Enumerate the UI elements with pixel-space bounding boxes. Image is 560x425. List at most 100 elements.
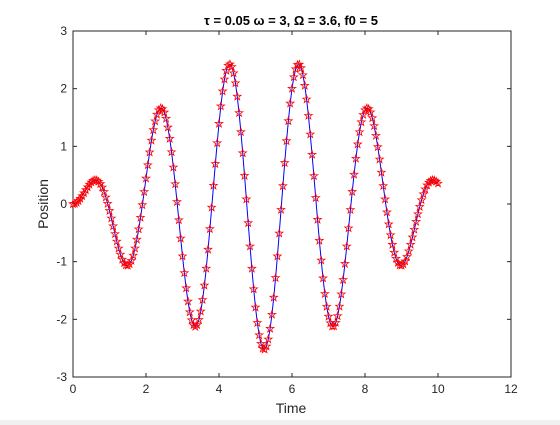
star-marker bbox=[104, 205, 115, 216]
star-marker bbox=[374, 154, 385, 164]
star-marker bbox=[175, 233, 186, 243]
star-marker bbox=[365, 107, 376, 117]
star-marker bbox=[130, 243, 141, 253]
star-marker bbox=[214, 118, 224, 128]
star-marker bbox=[285, 98, 296, 108]
x-tick-label: 4 bbox=[216, 382, 223, 396]
series-layer bbox=[68, 59, 443, 354]
star-marker bbox=[73, 195, 84, 206]
star-marker bbox=[370, 130, 381, 140]
star-marker bbox=[391, 253, 401, 263]
star-marker bbox=[330, 317, 341, 327]
star-marker bbox=[283, 115, 294, 126]
star-marker bbox=[277, 180, 288, 191]
star-marker bbox=[153, 104, 164, 115]
star-marker bbox=[367, 112, 378, 123]
star-marker bbox=[208, 180, 219, 190]
star-marker bbox=[95, 178, 106, 189]
star-marker bbox=[409, 224, 420, 234]
star-marker bbox=[412, 208, 423, 219]
star-marker bbox=[261, 341, 272, 351]
star-marker bbox=[343, 222, 354, 233]
star-marker bbox=[256, 338, 266, 348]
star-marker bbox=[186, 314, 197, 325]
star-marker bbox=[239, 170, 250, 180]
star-marker bbox=[372, 141, 383, 152]
star-marker bbox=[131, 234, 142, 244]
star-marker bbox=[221, 65, 232, 75]
star-marker bbox=[270, 272, 281, 283]
star-marker bbox=[301, 94, 312, 104]
star-marker bbox=[128, 250, 139, 260]
y-axis-label: Position bbox=[35, 179, 51, 229]
x-tick-label: 0 bbox=[70, 382, 77, 396]
star-marker bbox=[150, 116, 161, 126]
star-marker bbox=[363, 103, 374, 114]
star-marker bbox=[407, 232, 418, 242]
star-marker bbox=[146, 135, 157, 145]
star-marker bbox=[358, 109, 369, 120]
star-marker bbox=[173, 214, 184, 225]
star-marker bbox=[172, 196, 182, 207]
star-marker bbox=[279, 157, 290, 168]
star-marker bbox=[245, 241, 255, 251]
star-marker bbox=[234, 107, 245, 118]
star-marker bbox=[126, 255, 137, 265]
chart-title: τ = 0.05 ω = 3, Ω = 3.6, f0 = 5 bbox=[204, 13, 378, 28]
star-marker bbox=[411, 216, 422, 226]
star-marker bbox=[307, 149, 318, 159]
x-tick-label: 12 bbox=[504, 382, 518, 396]
star-marker bbox=[416, 194, 427, 205]
star-marker bbox=[433, 178, 443, 188]
star-marker bbox=[274, 228, 285, 238]
star-marker bbox=[312, 214, 323, 224]
star-marker bbox=[314, 235, 325, 245]
star-marker bbox=[347, 186, 358, 197]
y-tick-label: 1 bbox=[60, 139, 67, 153]
y-tick-label: 2 bbox=[60, 82, 67, 96]
y-axis-ticks: -3 -2 -1 0 1 2 3 bbox=[56, 24, 511, 384]
star-marker bbox=[115, 249, 126, 259]
star-marker bbox=[339, 258, 350, 268]
star-marker bbox=[193, 314, 204, 325]
star-marker bbox=[137, 199, 148, 210]
star-marker bbox=[431, 176, 442, 186]
star-marker bbox=[378, 180, 389, 191]
star-marker bbox=[383, 219, 394, 229]
star-marker bbox=[336, 289, 347, 299]
star-marker bbox=[157, 103, 168, 114]
star-marker bbox=[199, 280, 210, 290]
star-marker bbox=[217, 86, 228, 96]
star-marker bbox=[162, 122, 173, 132]
star-marker bbox=[385, 229, 396, 240]
star-marker bbox=[210, 158, 221, 169]
star-marker bbox=[305, 129, 316, 139]
star-marker bbox=[133, 223, 144, 234]
star-marker bbox=[151, 109, 162, 119]
star-marker bbox=[179, 267, 190, 278]
star-marker bbox=[228, 67, 239, 78]
star-marker bbox=[203, 244, 214, 254]
star-marker bbox=[318, 273, 328, 283]
star-marker bbox=[272, 251, 283, 261]
star-marker bbox=[287, 83, 297, 93]
star-marker bbox=[78, 187, 89, 198]
star-marker bbox=[350, 153, 361, 163]
star-marker bbox=[102, 198, 113, 208]
star-marker bbox=[248, 283, 259, 294]
star-marker bbox=[250, 302, 261, 312]
star-marker bbox=[192, 319, 203, 330]
star-marker bbox=[319, 288, 330, 299]
star-marker bbox=[281, 135, 292, 146]
star-marker bbox=[100, 192, 111, 202]
star-marker bbox=[360, 104, 370, 115]
x-tick-label: 2 bbox=[143, 382, 150, 396]
star-marker bbox=[398, 259, 409, 269]
y-tick-label: -1 bbox=[56, 255, 67, 269]
x-axis-ticks: 0 2 4 6 8 10 12 bbox=[70, 31, 518, 396]
star-marker bbox=[369, 120, 380, 131]
star-marker bbox=[164, 133, 175, 143]
star-marker bbox=[414, 201, 425, 211]
star-marker bbox=[294, 59, 305, 69]
